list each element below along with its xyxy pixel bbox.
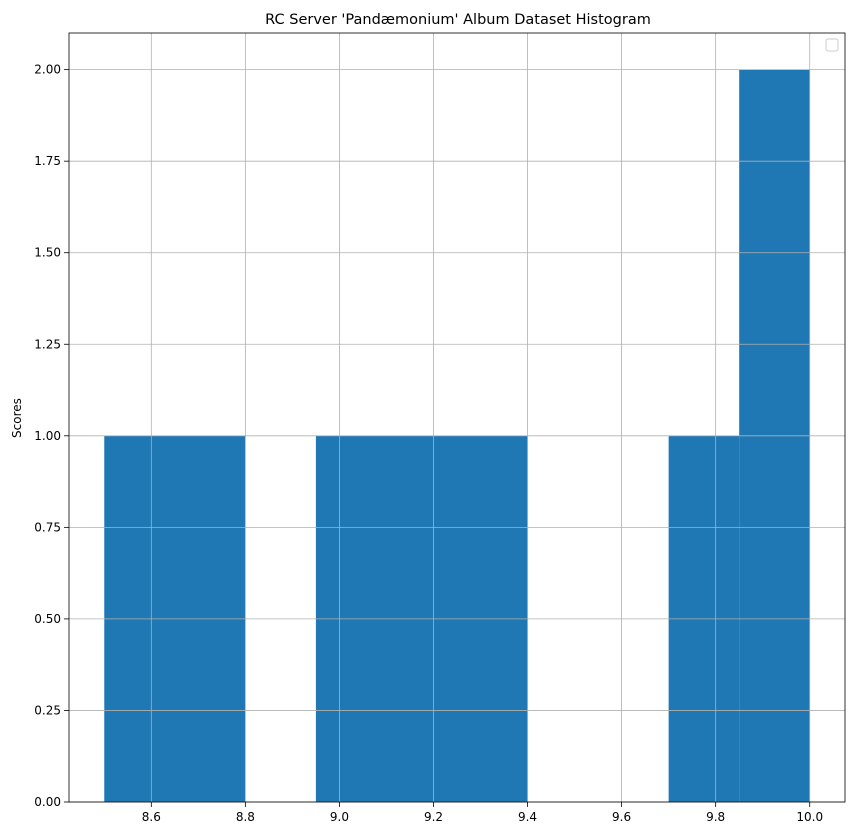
plot-frame bbox=[68, 32, 846, 803]
chart-title: RC Server 'Pandæmonium' Album Dataset Hi… bbox=[265, 12, 651, 28]
y-tick-label: 0.25 bbox=[34, 703, 61, 717]
plot-area: 8.6 8.8 9.0 9.2 9.4 9.6 9.8 10.0 0.00 0.25 0.50 0.7… bbox=[34, 32, 846, 824]
x-tick-label: 10.0 bbox=[796, 810, 823, 824]
y-tick-label: 0.50 bbox=[34, 612, 61, 626]
x-tick-label: 9.4 bbox=[518, 810, 537, 824]
y-tick-label: 1.25 bbox=[34, 337, 61, 351]
y-tick-label: 0.00 bbox=[34, 795, 61, 809]
y-tick-label: 1.75 bbox=[34, 154, 61, 168]
y-tick-label: 1.00 bbox=[34, 429, 61, 443]
y-tick-label: 2.00 bbox=[34, 63, 61, 77]
y-axis-title: Scores bbox=[10, 398, 24, 438]
x-tick-label: 9.8 bbox=[706, 810, 725, 824]
x-tick-label: 8.8 bbox=[236, 810, 255, 824]
x-tick-label: 9.2 bbox=[424, 810, 443, 824]
x-tick-label: 8.6 bbox=[142, 810, 161, 824]
legend-box bbox=[825, 38, 839, 52]
y-tick-label: 0.75 bbox=[34, 520, 61, 534]
y-tick-label: 1.50 bbox=[34, 246, 61, 260]
x-tick-label: 9.6 bbox=[612, 810, 631, 824]
x-tick-label: 9.0 bbox=[330, 810, 349, 824]
legend[interactable] bbox=[825, 38, 839, 52]
